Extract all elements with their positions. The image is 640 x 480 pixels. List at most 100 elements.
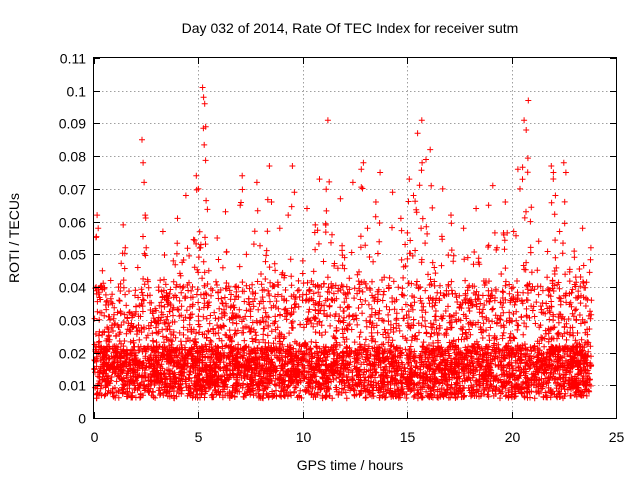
- data-point: [481, 375, 488, 382]
- data-point: [243, 251, 250, 258]
- data-point: [448, 212, 454, 219]
- data-point: [233, 362, 239, 369]
- axis-ticks: [94, 58, 617, 419]
- data-point: [324, 117, 331, 124]
- data-point: [276, 225, 283, 232]
- data-point: [494, 244, 500, 251]
- data-point: [381, 274, 388, 281]
- data-point: [523, 127, 530, 133]
- y-tick-label: 0.09: [59, 116, 86, 132]
- data-point: [101, 375, 108, 382]
- data-point: [506, 352, 513, 359]
- data-point: [258, 271, 264, 277]
- y-axis-label: ROTI / TECUs: [6, 193, 22, 283]
- data-point: [423, 156, 429, 163]
- data-point: [477, 300, 484, 307]
- data-point: [575, 293, 582, 300]
- data-point: [295, 359, 302, 366]
- y-tick-label: 0: [78, 411, 86, 427]
- data-point: [151, 365, 158, 372]
- data-point: [368, 333, 375, 340]
- data-point: [205, 267, 212, 274]
- data-point: [560, 159, 567, 166]
- data-point: [341, 254, 348, 261]
- data-point: [320, 280, 327, 287]
- data-point: [583, 379, 590, 385]
- data-point: [166, 343, 173, 349]
- x-tick-label: 10: [296, 429, 312, 445]
- data-point: [199, 84, 206, 91]
- data-point: [143, 244, 150, 251]
- data-point: [525, 97, 532, 104]
- data-point: [210, 326, 216, 333]
- data-point: [358, 166, 365, 173]
- data-point: [266, 163, 273, 169]
- x-tick-label: 0: [91, 429, 99, 445]
- data-point: [377, 169, 384, 176]
- data-point: [410, 192, 417, 199]
- data-point: [360, 159, 367, 166]
- data-point: [202, 123, 209, 130]
- data-point: [337, 195, 344, 202]
- data-point: [571, 248, 578, 255]
- data-point: [406, 176, 413, 183]
- data-point: [485, 202, 492, 209]
- data-point: [385, 356, 392, 363]
- data-point: [174, 215, 181, 222]
- data-point: [527, 218, 534, 225]
- data-point: [155, 284, 162, 291]
- data-point: [218, 352, 225, 359]
- x-tick-label: 25: [609, 429, 625, 445]
- dense-point-cloud: [91, 125, 595, 402]
- data-point: [182, 192, 189, 199]
- y-tick-label: 0.07: [59, 182, 86, 198]
- x-axis-tick-labels: 0 5 10 15 20 25: [91, 429, 625, 445]
- data-point: [237, 202, 244, 209]
- data-point: [372, 199, 379, 205]
- data-point: [193, 172, 200, 179]
- data-point: [402, 241, 409, 248]
- data-point: [126, 379, 133, 385]
- data-point: [439, 185, 446, 192]
- data-point: [414, 130, 421, 137]
- data-point: [345, 369, 352, 376]
- data-point: [443, 326, 450, 333]
- data-point: [285, 212, 292, 219]
- plot-frame: [93, 57, 617, 419]
- data-point: [187, 303, 193, 310]
- data-point: [134, 264, 141, 271]
- data-point: [456, 385, 463, 392]
- data-point: [96, 316, 103, 323]
- x-tick-label: 15: [400, 429, 416, 445]
- data-point: [99, 267, 106, 274]
- data-point: [535, 238, 542, 245]
- data-point: [550, 169, 557, 176]
- y-axis-tick-labels: 0 0.01 0.02 0.03 0.04 0.05 0.06 0.07 0.08 0.09 0.1…: [59, 51, 86, 427]
- data-point: [579, 225, 586, 232]
- data-point: [201, 100, 208, 107]
- data-point: [389, 189, 396, 196]
- data-point: [364, 225, 371, 232]
- data-point: [427, 146, 434, 153]
- data-point: [539, 362, 546, 369]
- data-point: [170, 257, 177, 264]
- data-point: [122, 244, 129, 251]
- data-point: [562, 169, 569, 176]
- data-point: [548, 163, 555, 169]
- data-point: [226, 287, 233, 294]
- y-tick-label: 0.06: [59, 215, 86, 231]
- data-point: [107, 277, 114, 284]
- data-point: [489, 182, 496, 189]
- y-tick-label: 0.08: [59, 149, 86, 165]
- x-tick-label: 20: [505, 429, 521, 445]
- data-point: [531, 313, 538, 320]
- data-point: [510, 228, 517, 235]
- data-point: [105, 333, 112, 340]
- data-point: [222, 208, 229, 215]
- data-point: [247, 313, 254, 320]
- data-point: [567, 329, 574, 336]
- data-point: [521, 117, 528, 124]
- data-point: [116, 297, 123, 304]
- data-point: [94, 212, 101, 219]
- data-point: [473, 205, 480, 212]
